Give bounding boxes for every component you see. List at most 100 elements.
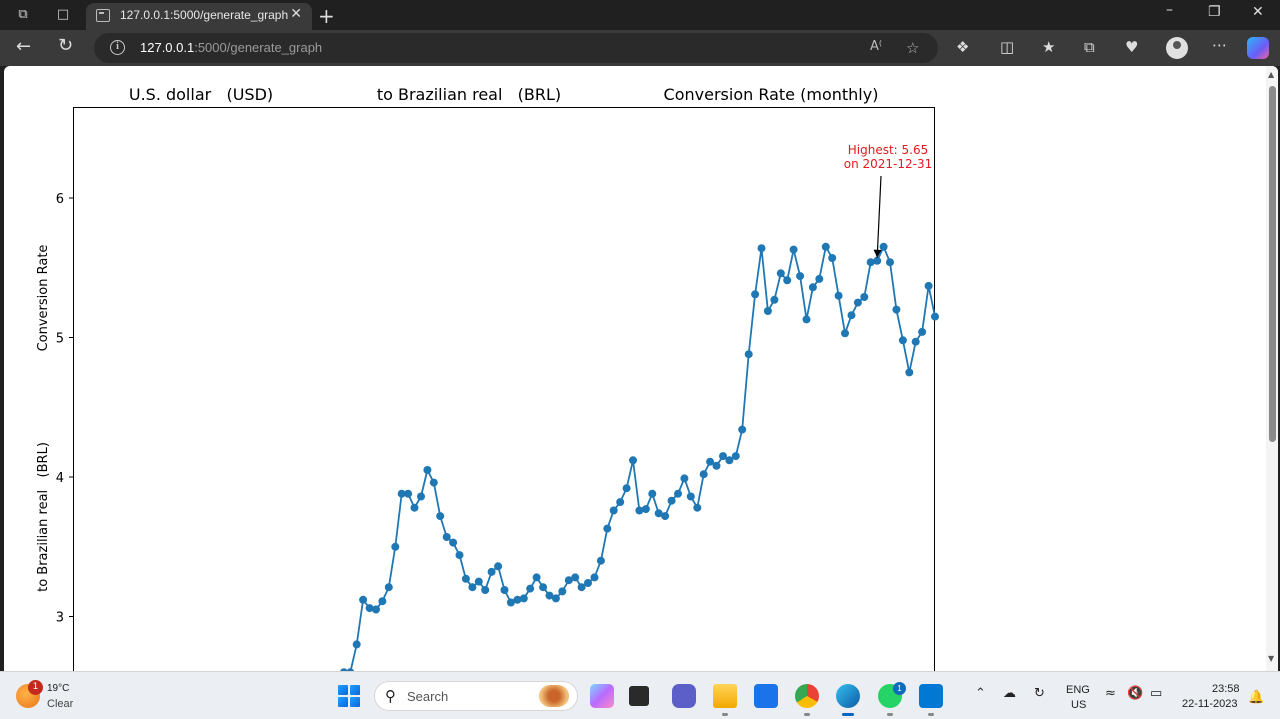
profile-avatar-icon[interactable] [1166, 37, 1188, 59]
browser-essentials-icon[interactable]: ♥ [1125, 38, 1139, 56]
scroll-thumb[interactable] [1269, 86, 1276, 442]
data-point [924, 281, 933, 290]
data-point [474, 577, 483, 586]
teams-app-icon[interactable] [672, 684, 696, 708]
search-highlight-icon[interactable] [539, 685, 569, 707]
info-icon[interactable]: i [110, 40, 125, 55]
data-point [506, 598, 515, 607]
vscode-icon[interactable] [919, 684, 943, 708]
collections-icon[interactable]: ⧉ [1084, 38, 1095, 56]
data-point [378, 597, 387, 606]
favorites-icon[interactable]: ★ [1042, 38, 1056, 56]
data-point [551, 594, 560, 603]
minimize-icon[interactable]: – [1166, 2, 1173, 18]
tab-generate-graph[interactable]: 127.0.0.1:5000/generate_graph ✕ [86, 3, 312, 30]
show-hidden-icons-chevron-icon[interactable]: ⌃ [975, 686, 986, 701]
data-point [539, 583, 548, 592]
data-point [841, 329, 849, 338]
weather-condition[interactable]: Clear [47, 698, 74, 710]
whatsapp-indicator [887, 713, 893, 716]
sync-icon[interactable]: ↻ [1034, 686, 1045, 701]
reload-icon[interactable]: ↻ [58, 35, 74, 56]
chrome-icon[interactable] [795, 684, 819, 708]
data-point [860, 293, 869, 301]
taskbar-search[interactable]: ⚲ Search [374, 681, 578, 711]
more-menu-icon[interactable]: ⋯ [1212, 36, 1227, 54]
vertical-scrollbar[interactable]: ▲ ▼ [1266, 66, 1278, 671]
new-tab-icon[interactable]: + [318, 4, 335, 28]
data-point [776, 269, 785, 278]
start-windows-icon[interactable] [338, 685, 360, 707]
data-point [667, 496, 676, 505]
data-point [596, 556, 605, 565]
annotation-line-1: Highest: 5.65 [848, 143, 929, 157]
restore-icon[interactable]: ❐ [1208, 4, 1221, 20]
data-point [770, 295, 779, 304]
chart-title-part-3: Conversion Rate (monthly) [664, 85, 879, 104]
keyboard-layout-indicator[interactable]: US [1071, 699, 1087, 711]
taskbar: 1 19°C Clear ⚲ Search 1 ⌃ ☁ ↻ ENG US ≈ 🔇… [0, 671, 1280, 719]
favorite-star-icon[interactable]: ☆ [906, 39, 920, 57]
close-window-icon[interactable]: ✕ [1252, 4, 1264, 20]
data-point [911, 337, 920, 346]
notifications-bell-icon[interactable]: 🔔 [1248, 690, 1265, 705]
data-point [731, 452, 740, 461]
data-point [352, 640, 361, 649]
data-point [609, 506, 618, 515]
data-point [391, 542, 400, 551]
edge-active-indicator [842, 713, 854, 716]
data-point [603, 524, 612, 533]
copilot-preview-app-icon[interactable] [590, 684, 614, 708]
split-screen-icon[interactable]: ◫ [1000, 38, 1015, 56]
data-point [365, 604, 374, 613]
scroll-down-icon[interactable]: ▼ [1268, 654, 1275, 663]
address-bar[interactable]: i 127.0.0.1:5000/generate_graph A⁽ ☆ [94, 33, 938, 63]
edge-icon[interactable] [836, 684, 860, 708]
data-point [545, 591, 554, 600]
y-axis-label-part-2: Conversion Rate [36, 245, 51, 352]
copilot-icon[interactable] [1247, 37, 1269, 59]
battery-icon[interactable]: ▭ [1150, 686, 1163, 701]
data-point [532, 573, 541, 582]
wifi-icon[interactable]: ≈ [1105, 686, 1116, 701]
data-point [918, 327, 927, 336]
annotation-arrowhead [873, 249, 882, 258]
onedrive-icon[interactable]: ☁ [1003, 686, 1016, 701]
data-point [802, 315, 811, 324]
y-tick-label: 6 [56, 192, 64, 207]
data-point [455, 551, 464, 560]
data-point [719, 452, 727, 461]
back-arrow-icon[interactable]: ← [16, 36, 32, 57]
read-aloud-icon[interactable]: A⁽ [870, 39, 883, 54]
data-point [744, 350, 753, 359]
weather-temperature[interactable]: 19°C [47, 683, 70, 694]
url-text[interactable]: 127.0.0.1:5000/generate_graph [140, 40, 323, 55]
clock-time[interactable]: 23:58 [1212, 683, 1240, 695]
speaker-muted-icon[interactable]: 🔇 [1127, 686, 1144, 701]
series-line [349, 244, 936, 671]
close-tab-icon[interactable]: ✕ [290, 6, 302, 22]
scroll-up-icon[interactable]: ▲ [1268, 70, 1275, 79]
data-point [629, 456, 637, 465]
clock-date[interactable]: 22-11-2023 [1182, 698, 1238, 710]
workspaces-icon[interactable]: ⧉ [18, 7, 28, 22]
file-explorer-icon[interactable] [713, 684, 737, 708]
annotation-line-2: on 2021-12-31 [844, 157, 933, 171]
data-point [725, 456, 734, 465]
microsoft-store-icon[interactable] [754, 684, 778, 708]
y-tick-label: 3 [56, 611, 64, 626]
data-point [879, 242, 888, 251]
tab-title: 127.0.0.1:5000/generate_graph [120, 8, 289, 22]
data-point [648, 489, 657, 498]
tab-actions-icon[interactable]: □ [56, 7, 70, 22]
language-indicator[interactable]: ENG [1066, 684, 1090, 696]
terminal-app-icon[interactable] [629, 686, 649, 706]
data-point [571, 573, 580, 582]
data-point [500, 586, 509, 594]
data-point [680, 474, 689, 483]
data-point [757, 244, 766, 253]
data-point [577, 583, 586, 592]
data-point [847, 311, 856, 320]
extensions-icon[interactable]: ❖ [956, 38, 970, 56]
y-axis-ticks: 3 4 5 6 [56, 192, 74, 626]
